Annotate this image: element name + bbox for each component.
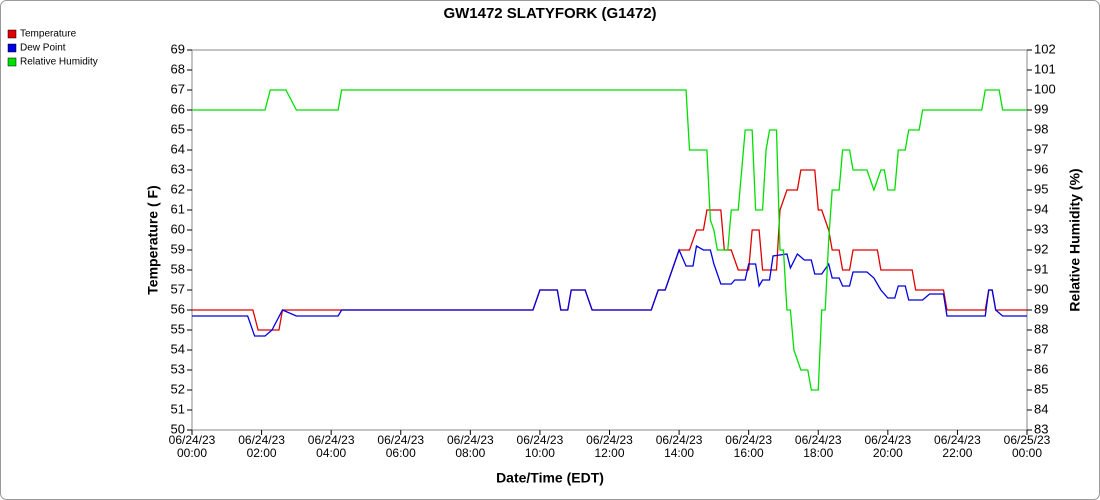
y-tick-label: 51 xyxy=(171,401,185,416)
x-tick-label: 06/24/23 22:00 xyxy=(934,433,981,460)
x-tick-label: 06/24/23 12:00 xyxy=(586,433,633,460)
y-tick-label: 63 xyxy=(171,161,185,176)
x-tick-label: 06/25/23 00:00 xyxy=(1003,433,1051,460)
x-tick-label: 06/24/23 18:00 xyxy=(794,433,842,460)
y-tick-label: 66 xyxy=(171,101,185,116)
legend-label: Temperature xyxy=(20,29,77,40)
x-tick-label: 06/24/23 06:00 xyxy=(377,433,425,460)
x-tick-label: 06/24/23 10:00 xyxy=(516,433,564,460)
x-tick-label: 06/24/23 04:00 xyxy=(307,433,355,460)
y2-tick-label: 102 xyxy=(1034,41,1056,56)
x-tick-label: 06/24/23 16:00 xyxy=(725,433,773,460)
series-line xyxy=(192,244,1027,337)
y2-tick-label: 91 xyxy=(1034,261,1048,276)
legend-swatch xyxy=(7,57,17,67)
y-tick-label: 52 xyxy=(171,381,185,396)
y2-tick-label: 85 xyxy=(1034,381,1048,396)
y2-tick-label: 95 xyxy=(1034,181,1048,196)
legend-label: Dew Point xyxy=(20,43,66,54)
y2-tick-label: 99 xyxy=(1034,101,1048,116)
y-tick-label: 60 xyxy=(171,221,185,236)
y-tick-label: 55 xyxy=(171,321,185,336)
y2-tick-label: 97 xyxy=(1034,141,1048,156)
x-tick-label: 06/24/23 02:00 xyxy=(238,433,285,460)
y2-tick-label: 96 xyxy=(1034,161,1048,176)
y2-tick-label: 87 xyxy=(1034,341,1048,356)
y-tick-label: 58 xyxy=(171,261,185,276)
y-tick-label: 68 xyxy=(171,61,185,76)
y2-tick-label: 83 xyxy=(1034,421,1048,436)
y2-tick-label: 90 xyxy=(1034,281,1048,296)
y2-tick-label: 86 xyxy=(1034,361,1048,376)
y-tick-label: 64 xyxy=(171,141,185,156)
y2-tick-label: 94 xyxy=(1034,201,1048,216)
y2-tick-label: 89 xyxy=(1034,301,1048,316)
y-tick-label: 67 xyxy=(171,81,185,96)
y-tick-label: 62 xyxy=(171,181,185,196)
y-tick-label: 57 xyxy=(171,281,185,296)
y-axis-label: Temperature ( F) xyxy=(145,185,161,294)
legend-swatch xyxy=(7,43,17,53)
chart-title: GW1472 SLATYFORK (G1472) xyxy=(443,5,656,22)
x-axis-label: Date/Time (EDT) xyxy=(496,470,604,486)
y2-tick-label: 88 xyxy=(1034,321,1048,336)
x-tick-label: 06/24/23 20:00 xyxy=(864,433,912,460)
y2-tick-label: 101 xyxy=(1034,61,1056,76)
series-line xyxy=(192,89,1027,391)
y-tick-label: 69 xyxy=(171,41,185,56)
y2-tick-label: 93 xyxy=(1034,221,1048,236)
y-tick-label: 61 xyxy=(171,201,185,216)
x-tick-label: 06/24/23 08:00 xyxy=(446,433,494,460)
y-tick-label: 56 xyxy=(171,301,185,316)
y-tick-label: 65 xyxy=(171,121,185,136)
legend-label: Relative Humidity xyxy=(20,57,98,68)
y-tick-label: 54 xyxy=(171,341,185,356)
y-tick-label: 59 xyxy=(171,241,185,256)
y-tick-label: 53 xyxy=(171,361,185,376)
x-tick-label: 06/24/23 00:00 xyxy=(168,433,216,460)
y2-axis-label: Relative Humidity (%) xyxy=(1067,168,1083,311)
y2-tick-label: 100 xyxy=(1034,81,1056,96)
y2-tick-label: 92 xyxy=(1034,241,1048,256)
legend-swatch xyxy=(7,29,17,39)
y2-tick-label: 98 xyxy=(1034,121,1048,136)
y-tick-label: 50 xyxy=(171,421,185,436)
y2-tick-label: 84 xyxy=(1034,401,1048,416)
x-tick-label: 06/24/23 14:00 xyxy=(655,433,703,460)
